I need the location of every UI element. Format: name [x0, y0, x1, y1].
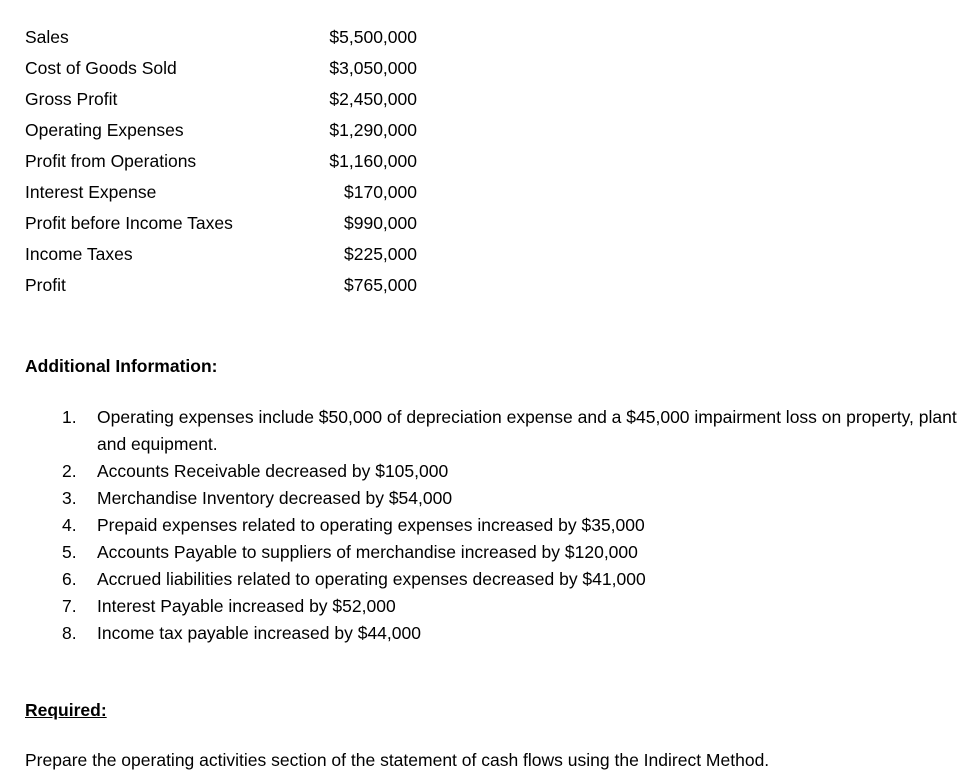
row-value: $765,000 — [344, 275, 417, 295]
row-value: $2,450,000 — [329, 89, 417, 109]
statement-row: Gross Profit $2,450,000 — [25, 89, 417, 120]
row-label: Cost of Goods Sold — [25, 58, 177, 78]
item-number: 3. — [62, 488, 77, 508]
statement-row: Profit from Operations $1,160,000 — [25, 151, 417, 182]
row-value: $1,290,000 — [329, 120, 417, 140]
item-text: Accounts Receivable decreased by $105,00… — [97, 461, 449, 481]
additional-info-list: 1. Operating expenses include $50,000 of … — [62, 404, 962, 647]
statement-row: Operating Expenses $1,290,000 — [25, 120, 417, 151]
list-item: 8. Income tax payable increased by $44,00… — [62, 620, 962, 647]
row-label: Interest Expense — [25, 182, 157, 202]
row-label: Operating Expenses — [25, 120, 184, 140]
required-heading: Required: — [25, 700, 107, 720]
list-item: 4. Prepaid expenses related to operating … — [62, 512, 962, 539]
list-item: 3. Merchandise Inventory decreased by $54… — [62, 485, 962, 512]
list-item: 6. Accrued liabilities related to operati… — [62, 566, 962, 593]
list-item: 7. Interest Payable increased by $52,000 — [62, 593, 962, 620]
item-text: Interest Payable increased by $52,000 — [97, 596, 396, 616]
row-value: $225,000 — [344, 244, 417, 264]
row-label: Profit from Operations — [25, 151, 197, 171]
row-value: $3,050,000 — [329, 58, 417, 78]
row-value: $1,160,000 — [329, 151, 417, 171]
item-number: 2. — [62, 461, 77, 481]
item-text: Prepaid expenses related to operating ex… — [97, 515, 645, 535]
item-text: Operating expenses include $50,000 of de… — [97, 407, 957, 454]
statement-row: Cost of Goods Sold $3,050,000 — [25, 58, 417, 89]
item-number: 4. — [62, 515, 77, 535]
statement-row: Profit before Income Taxes $990,000 — [25, 213, 417, 244]
item-number: 8. — [62, 623, 77, 643]
item-number: 6. — [62, 569, 77, 589]
statement-row: Income Taxes $225,000 — [25, 244, 417, 275]
additional-info-heading: Additional Information: — [25, 356, 218, 376]
row-label: Profit before Income Taxes — [25, 213, 233, 233]
item-number: 1. — [62, 407, 77, 427]
list-item: 5. Accounts Payable to suppliers of merch… — [62, 539, 962, 566]
row-label: Profit — [25, 275, 66, 295]
list-item: 2. Accounts Receivable decreased by $105,… — [62, 458, 962, 485]
statement-row: Interest Expense $170,000 — [25, 182, 417, 213]
item-text: Accounts Payable to suppliers of merchan… — [97, 542, 638, 562]
row-label: Sales — [25, 27, 69, 47]
statement-row: Profit $765,000 — [25, 275, 417, 306]
required-text: Prepare the operating activities section… — [25, 750, 770, 770]
row-label: Gross Profit — [25, 89, 118, 109]
item-text: Income tax payable increased by $44,000 — [97, 623, 421, 643]
row-value: $990,000 — [344, 213, 417, 233]
statement-row: Sales $5,500,000 — [25, 27, 417, 58]
item-text: Accrued liabilities related to operating… — [97, 569, 646, 589]
row-value: $170,000 — [344, 182, 417, 202]
item-number: 7. — [62, 596, 77, 616]
row-label: Income Taxes — [25, 244, 133, 264]
item-number: 5. — [62, 542, 77, 562]
item-text: Merchandise Inventory decreased by $54,0… — [97, 488, 453, 508]
row-value: $5,500,000 — [329, 27, 417, 47]
list-item: 1. Operating expenses include $50,000 of … — [62, 404, 962, 458]
